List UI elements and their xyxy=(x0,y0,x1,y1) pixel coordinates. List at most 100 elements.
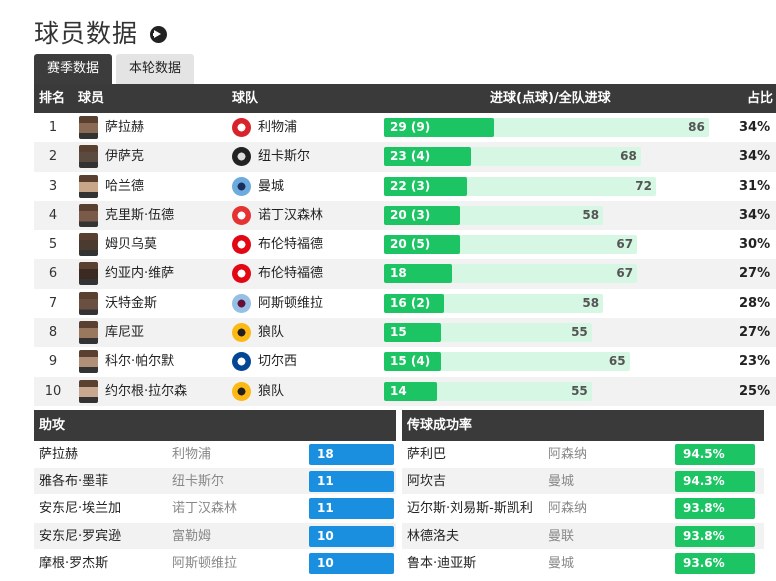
player-avatar xyxy=(79,291,98,315)
player-name[interactable]: 库尼亚 xyxy=(105,325,145,341)
player-goals-bar xyxy=(384,235,460,255)
table-row[interactable]: 7 沃特金斯 阿斯顿维拉 16 (2) 58 28% xyxy=(34,289,776,318)
rank-cell: 1 xyxy=(48,120,58,135)
list-item[interactable]: 雅各布·墨菲 纽卡斯尔 11 xyxy=(34,468,396,496)
newcastle-crest-icon xyxy=(232,147,251,167)
player-name[interactable]: 萨利巴 xyxy=(407,447,447,462)
team-name: 阿森纳 xyxy=(548,447,588,462)
player-name[interactable]: 林德洛夫 xyxy=(407,528,460,544)
table-row[interactable]: 8 库尼亚 狼队 15 55 27% xyxy=(34,318,776,348)
team-name[interactable]: 狼队 xyxy=(258,325,285,341)
player-name[interactable]: 科尔·帕尔默 xyxy=(105,354,175,370)
player-name[interactable]: 约尔根·拉尔森 xyxy=(105,383,188,399)
liverpool-crest-icon xyxy=(232,118,251,137)
aston-villa-crest-icon xyxy=(232,293,251,313)
list-item[interactable]: 萨拉赫 利物浦 18 xyxy=(34,441,396,469)
team-goals-value: 65 xyxy=(608,354,626,369)
team-name: 曼城 xyxy=(548,555,575,571)
player-name[interactable]: 约亚内·维萨 xyxy=(105,266,175,282)
tab-round-stats[interactable]: 本轮数据 xyxy=(116,54,195,84)
assists-panel: 助攻 萨拉赫 利物浦 18 雅各布·墨菲 纽卡斯尔 11 安东尼·埃兰加 诺丁汉森林 11 安东尼… xyxy=(34,410,396,577)
table-row[interactable]: 3 哈兰德 曼城 22 (3) 72 31% xyxy=(34,172,776,201)
share-cell: 30% xyxy=(739,237,771,253)
team-name: 曼城 xyxy=(548,474,575,490)
rank-cell: 5 xyxy=(48,237,58,253)
player-name[interactable]: 萨拉赫 xyxy=(105,120,145,135)
share-cell: 34% xyxy=(739,207,771,223)
player-name[interactable]: 安东尼·埃兰加 xyxy=(39,501,122,517)
tab-season-stats[interactable]: 赛季数据 xyxy=(34,54,113,84)
list-item[interactable]: 林德洛夫 曼联 93.8% xyxy=(402,522,764,550)
team-name[interactable]: 阿斯顿维拉 xyxy=(258,295,324,311)
player-name[interactable]: 安东尼·罗宾逊 xyxy=(39,528,122,544)
player-name[interactable]: 鲁本·迪亚斯 xyxy=(407,555,477,571)
rank-cell: 9 xyxy=(48,354,58,370)
team-goals-value: 67 xyxy=(616,266,634,281)
goals-label: 15 (4) xyxy=(390,354,431,369)
chelsea-crest-icon xyxy=(232,352,251,372)
team-name: 诺丁汉森林 xyxy=(172,501,238,517)
rank-cell: 4 xyxy=(48,207,58,223)
player-goals-bar xyxy=(384,264,452,284)
table-row[interactable]: 5 姆贝乌莫 布伦特福德 20 (5) 67 30% xyxy=(34,230,776,259)
assists-list: 萨拉赫 利物浦 18 雅各布·墨菲 纽卡斯尔 11 安东尼·埃兰加 诺丁汉森林 11 安东尼·罗宾… xyxy=(34,441,396,577)
player-name[interactable]: 萨拉赫 xyxy=(39,447,79,462)
table-row[interactable]: 10 约尔根·拉尔森 狼队 14 55 25% xyxy=(34,376,776,406)
player-name[interactable]: 迈尔斯·刘易斯-斯凯利 xyxy=(407,501,533,517)
list-item[interactable]: 迈尔斯·刘易斯-斯凯利 阿森纳 93.8% xyxy=(402,495,764,523)
rank-cell: 8 xyxy=(48,325,58,341)
player-goals-bar xyxy=(384,293,445,313)
team-name[interactable]: 纽卡斯尔 xyxy=(258,149,311,165)
share-cell: 28% xyxy=(739,295,771,311)
rank-cell: 3 xyxy=(48,178,58,194)
goals-label: 15 xyxy=(390,325,407,340)
team-name[interactable]: 布伦特福德 xyxy=(258,266,324,282)
team-name[interactable]: 利物浦 xyxy=(258,120,298,135)
player-avatar xyxy=(79,262,98,286)
player-name[interactable]: 伊萨克 xyxy=(105,149,145,165)
team-name[interactable]: 切尔西 xyxy=(258,354,298,370)
table-row[interactable]: 2 伊萨克 纽卡斯尔 23 (4) 68 34% xyxy=(34,142,776,172)
rank-cell: 7 xyxy=(48,295,58,311)
pass-accuracy-badge: 94.5% xyxy=(675,444,755,465)
player-name[interactable]: 克里斯·伍德 xyxy=(105,207,175,223)
goals-label: 20 (5) xyxy=(390,237,431,252)
team-goals-value: 55 xyxy=(571,383,588,398)
player-name[interactable]: 哈兰德 xyxy=(105,178,145,194)
list-item[interactable]: 摩根·罗杰斯 阿斯顿维拉 10 xyxy=(34,550,396,577)
table-row[interactable]: 9 科尔·帕尔默 切尔西 15 (4) 65 23% xyxy=(34,347,776,376)
arrow-right-circle-icon[interactable] xyxy=(150,25,168,43)
team-name[interactable]: 曼城 xyxy=(258,178,285,194)
goals-label: 18 xyxy=(390,266,407,281)
assists-value-badge: 11 xyxy=(309,498,394,520)
top-scorers-table: 排名 球员 球队 进球(点球)/全队进球 占比 1 萨拉赫 利物浦 29 (9) 86 3… xyxy=(34,84,776,406)
list-item[interactable]: 萨利巴 阿森纳 94.5% xyxy=(402,441,764,469)
brentford-crest-icon xyxy=(232,235,251,255)
passing-list: 萨利巴 阿森纳 94.5% 阿坎吉 曼城 94.3% 迈尔斯·刘易斯-斯凯利 阿森纳 93.8%… xyxy=(402,441,764,577)
list-item[interactable]: 安东尼·罗宾逊 富勒姆 10 xyxy=(34,522,396,550)
team-name[interactable]: 诺丁汉森林 xyxy=(258,207,324,223)
player-name[interactable]: 姆贝乌莫 xyxy=(105,237,158,253)
team-name: 曼联 xyxy=(548,528,575,544)
team-goals-value: 67 xyxy=(616,237,634,252)
title-row: 球员数据 xyxy=(34,14,168,50)
player-name[interactable]: 沃特金斯 xyxy=(105,295,158,311)
player-avatar xyxy=(79,350,98,374)
table-row[interactable]: 4 克里斯·伍德 诺丁汉森林 20 (3) 58 34% xyxy=(34,200,776,231)
list-item[interactable]: 安东尼·埃兰加 诺丁汉森林 11 xyxy=(34,495,396,523)
player-avatar xyxy=(79,321,98,345)
assists-value-badge: 10 xyxy=(309,525,394,547)
team-name[interactable]: 布伦特福德 xyxy=(258,237,324,253)
team-name[interactable]: 狼队 xyxy=(258,383,285,399)
player-avatar xyxy=(79,174,98,198)
header-team: 球队 xyxy=(232,91,259,106)
list-item[interactable]: 鲁本·迪亚斯 曼城 93.6% xyxy=(402,550,764,577)
team-name: 阿森纳 xyxy=(548,501,588,517)
list-item[interactable]: 阿坎吉 曼城 94.3% xyxy=(402,468,764,496)
player-name[interactable]: 摩根·罗杰斯 xyxy=(39,555,109,571)
player-name[interactable]: 阿坎吉 xyxy=(407,474,447,490)
player-name[interactable]: 雅各布·墨菲 xyxy=(39,474,109,490)
table-row[interactable]: 1 萨拉赫 利物浦 29 (9) 86 34% xyxy=(34,113,776,142)
table-row[interactable]: 6 约亚内·维萨 布伦特福德 18 67 27% xyxy=(34,259,776,289)
header-share: 占比 xyxy=(747,91,774,106)
